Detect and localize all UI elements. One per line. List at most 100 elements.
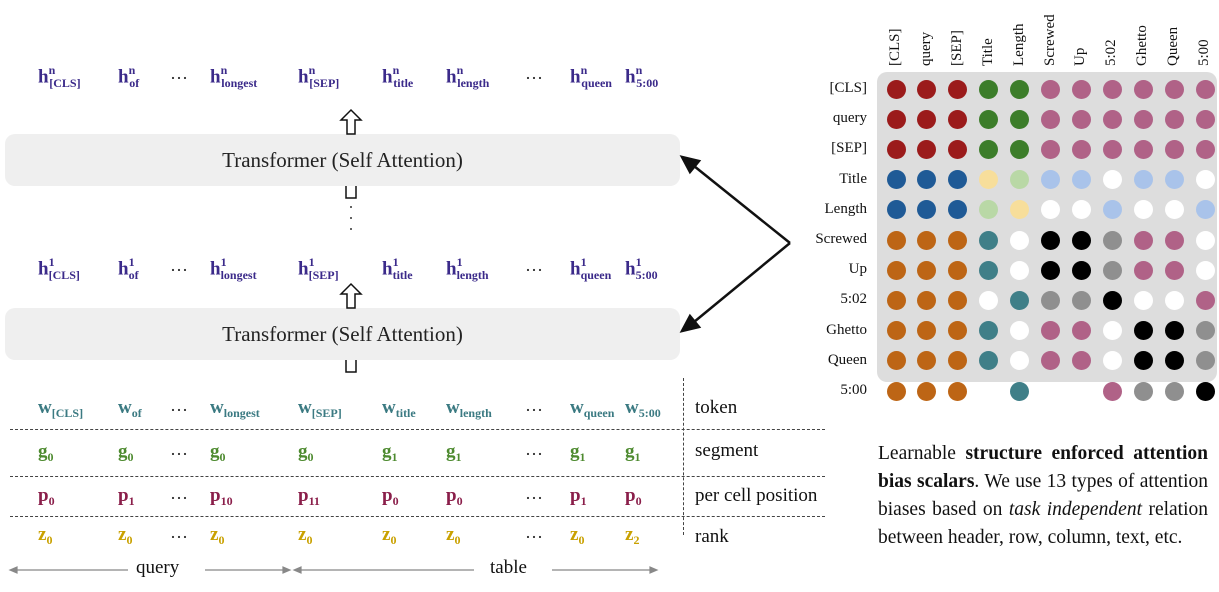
up-arrow-icon [339,108,363,135]
bias-cell-dot [1195,260,1215,280]
hidden-state-1: h1queen [570,256,611,281]
transformer-top-box: Transformer (Self Attention) [5,134,680,186]
bias-cell-dot [886,230,906,250]
bias-cell-dot [886,109,906,129]
bias-cell-dot [1164,381,1184,401]
token-subscript: [SEP] [311,406,342,421]
token-symbol: h [625,66,636,88]
bias-cell-dot [917,109,937,129]
token-embedding: w[SEP] [298,398,342,419]
token-symbol: h [298,258,309,280]
bias-cell-dot [979,260,999,280]
caption-italic-text: task independent [1008,499,1143,520]
matrix-row-label: Up [848,261,867,278]
token-subscript: longest [220,267,257,282]
token-symbol: h [570,258,581,280]
hidden-state-1: h1title [382,256,413,282]
token-layer: 1 [308,255,315,269]
token-symbol: w [382,397,396,418]
matrix-row-label: 5:00 [840,382,867,398]
bias-cell-dot [1133,351,1153,371]
ellipsis: ··· [170,488,188,508]
ellipsis: ··· [525,400,543,420]
token-subscript: queen [581,75,612,90]
token-embedding: wof [118,398,142,419]
matrix-col-label: 5:02 [1103,39,1120,66]
token-subscript: 1 [580,494,587,509]
token-embedding: wlongest [210,398,260,419]
transformer-top-label: Transformer (Self Attention) [222,147,463,172]
bias-cell-dot [917,230,937,250]
bias-cell-dot [886,381,906,401]
bias-cell-dot [1195,109,1215,129]
token-subscript: 0 [307,450,314,465]
token-symbol: g [298,441,308,462]
ellipsis: ··· [170,400,188,420]
token-subscript: 0 [46,533,53,548]
hidden-state-n: hntitle [382,63,413,89]
token-subscript: [CLS] [51,406,84,421]
bias-cell-dot [1102,230,1122,250]
matrix-col-label: 5:00 [1196,39,1212,66]
caption-text: relation between header, row, column, te… [878,499,1209,548]
bias-cell-dot [1164,200,1184,220]
transformer-bottom-label: Transformer (Self Attention) [222,321,463,346]
segment-embedding: g0 [298,442,314,463]
token-subscript: title [392,267,413,282]
token-subscript: 5:00 [638,406,661,421]
bias-cell-dot [917,260,937,280]
bias-cell-dot [1133,260,1153,280]
matrix-row-label: query [832,110,867,127]
token-symbol: g [382,441,392,462]
bias-cell-dot [1041,139,1060,159]
token-embedding: wqueen [570,398,614,419]
bias-cell-dot [948,139,968,159]
rank-row-label: rank [695,526,729,547]
token-layer: n [392,63,400,77]
bias-cell-dot [886,79,906,99]
token-subscript: 0 [635,494,642,509]
hidden-state-n: hnof [118,64,139,89]
rank-embedding: z0 [38,525,52,546]
bias-cell-dot [1102,170,1122,190]
bias-cell-dot [1102,321,1122,341]
token-layer: 1 [48,255,55,269]
bias-cell-dot [948,351,968,371]
bias-cell-dot [1010,230,1030,250]
bias-cell-dot [948,260,968,280]
token-subscript: 5:00 [636,75,659,90]
hidden-state-n: hn[SEP] [298,64,339,89]
bias-cell-dot [1195,139,1215,159]
segment-embedding: g0 [118,442,134,463]
bias-cell-dot [1133,79,1153,99]
bias-cell-dot [1164,351,1184,371]
bias-cell-dot [979,230,999,250]
token-subscript: 0 [48,494,55,509]
bias-cell-dot [1041,351,1060,371]
bias-cell-dot [1041,200,1060,220]
token-subscript: 1 [579,450,586,465]
bias-cell-dot [1195,79,1215,99]
bias-cell-dot [1195,200,1215,220]
token-symbol: h [118,258,129,280]
token-symbol: w [625,397,639,418]
bias-cell-dot [1071,290,1091,310]
ellipsis: ··· [525,444,543,464]
transformer-bottom-box: Transformer (Self Attention) [5,308,680,360]
bias-cell-dot [1164,260,1184,280]
token-symbol: p [446,485,457,506]
token-layer: n [220,63,228,77]
token-subscript: 1 [128,494,135,509]
token-subscript: 0 [578,533,585,548]
matrix-row-label: Title [839,170,867,187]
rank-embedding: z0 [446,525,460,546]
bias-cell-dot [1071,170,1091,190]
matrix-col-label: Up [1072,47,1089,66]
token-symbol: p [382,485,393,506]
bias-cell-dot [1133,290,1153,310]
bias-cell-dot [1102,139,1122,159]
bias-cell-dot [979,170,999,190]
segment-embedding: g1 [446,442,462,463]
bias-cell-dot [979,321,999,341]
ellipsis: ··· [525,527,543,547]
